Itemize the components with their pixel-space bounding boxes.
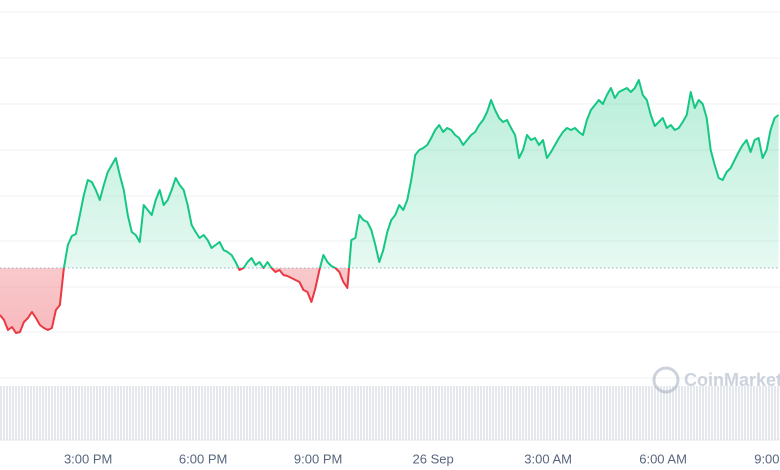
x-tick-label: 3:00 PM <box>64 451 112 466</box>
x-tick-label: 6:00 AM <box>639 451 687 466</box>
watermark-text: CoinMarketCap <box>684 370 780 390</box>
price-line <box>62 79 780 268</box>
area-up <box>0 80 779 268</box>
x-tick-label: 26 Sep <box>413 451 454 466</box>
x-tick-label: 6:00 PM <box>179 451 227 466</box>
x-tick-label: 9:00 AM <box>754 451 780 466</box>
watermark: CoinMarketCap <box>652 366 780 394</box>
watermark-logo <box>652 366 680 394</box>
x-tick-label: 3:00 AM <box>524 451 572 466</box>
x-tick-label: 9:00 PM <box>294 451 342 466</box>
volume-band <box>0 386 780 440</box>
x-tick-label: 12:00 PM <box>0 451 1 466</box>
